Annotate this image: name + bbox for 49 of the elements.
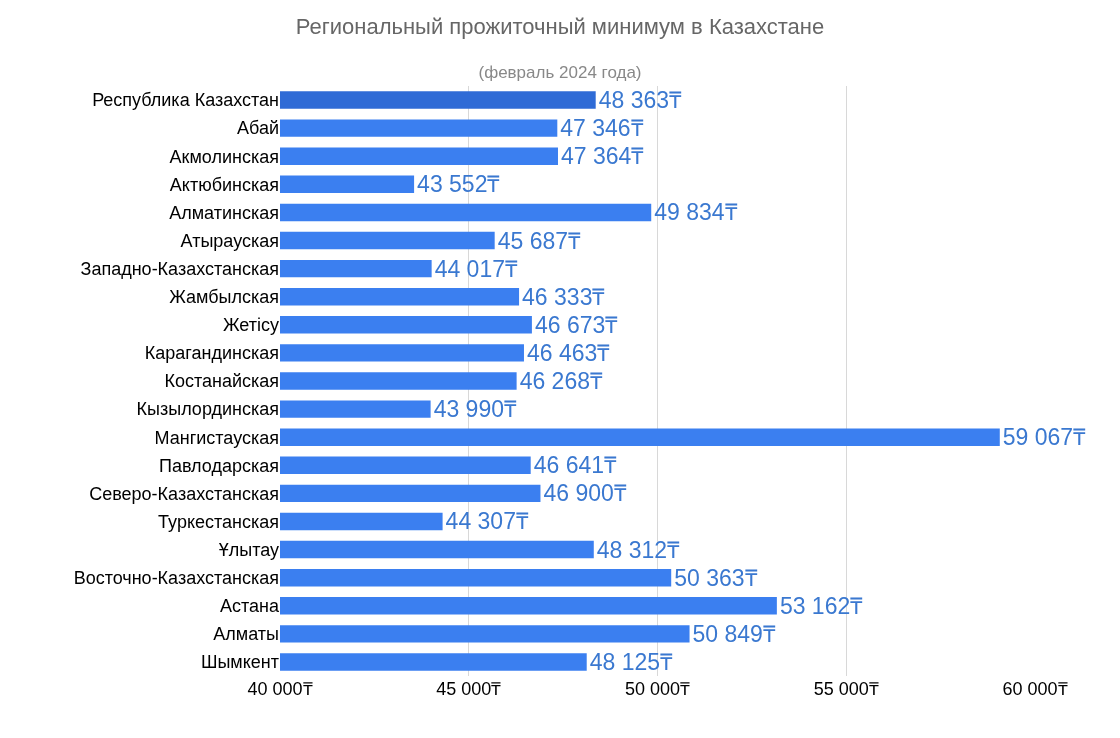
- y-tick-label: Акмолинская: [169, 146, 279, 167]
- y-tick-label: Атырауская: [180, 230, 279, 251]
- data-label: 46 673₸: [534, 311, 619, 338]
- data-label: 44 017₸: [434, 255, 518, 282]
- y-tick-label: Жетісу: [222, 315, 279, 336]
- y-tick-label: Мангистауская: [154, 427, 279, 448]
- data-label: 45 687₸: [497, 227, 582, 254]
- data-label: 49 834₸: [654, 199, 738, 226]
- data-label: 46 333₸: [522, 283, 606, 310]
- y-tick-label: Костанайская: [164, 371, 279, 392]
- data-label: 48 363₸: [598, 87, 683, 114]
- y-tick-label: Алматы: [213, 624, 279, 645]
- chart-subtitle: (февраль 2024 года): [478, 62, 642, 82]
- y-tick-label: Алматинская: [169, 202, 279, 223]
- y-tick-label: Туркестанская: [158, 511, 279, 532]
- y-tick-label: Карагандинская: [144, 343, 279, 364]
- data-label: 46 641₸: [533, 452, 618, 479]
- y-tick-label: Павлодарская: [159, 455, 279, 476]
- data-label: 46 268₸: [519, 368, 603, 394]
- data-label: 48 125₸: [589, 648, 674, 675]
- data-label: 50 849₸: [692, 620, 776, 647]
- x-tick-label: 60 000₸: [1002, 679, 1068, 699]
- data-label: 46 900₸: [543, 480, 627, 507]
- y-tick-label: Астана: [219, 596, 280, 617]
- data-label: 50 363₸: [674, 564, 758, 591]
- y-tick-label: Шымкент: [200, 652, 279, 673]
- y-tick-label: Жамбылская: [169, 287, 279, 308]
- data-label: 44 307₸: [445, 508, 529, 535]
- data-label: 43 990₸: [433, 396, 517, 423]
- y-tick-label: Восточно-Казахстанская: [73, 567, 279, 588]
- data-label: 53 162₸: [779, 592, 864, 619]
- data-label: 48 312₸: [596, 536, 681, 563]
- x-tick-label: 45 000₸: [436, 679, 502, 699]
- y-tick-label: Северо-Казахстанская: [89, 483, 279, 504]
- y-tick-label: Абай: [237, 118, 279, 139]
- y-tick-label: Западно-Казахстанская: [80, 258, 279, 279]
- data-label: 43 552₸: [417, 171, 501, 198]
- y-tick-label: Актюбинская: [169, 174, 279, 195]
- y-tick-label: Республика Казахстан: [92, 90, 279, 111]
- x-tick-label: 40 000₸: [247, 679, 313, 699]
- x-tick-label: 50 000₸: [624, 679, 691, 699]
- y-tick-label: Ұлытау: [218, 539, 279, 560]
- chart-title: Региональный прожиточный минимум в Казахстане: [295, 13, 825, 39]
- x-tick-label: 55 000₸: [813, 679, 879, 699]
- data-label: 47 364₸: [560, 143, 645, 170]
- data-label: 59 067₸: [1002, 424, 1087, 451]
- data-label: 47 346₸: [560, 115, 644, 142]
- y-tick-label: Кызылординская: [136, 399, 279, 420]
- data-label: 46 463₸: [526, 339, 611, 366]
